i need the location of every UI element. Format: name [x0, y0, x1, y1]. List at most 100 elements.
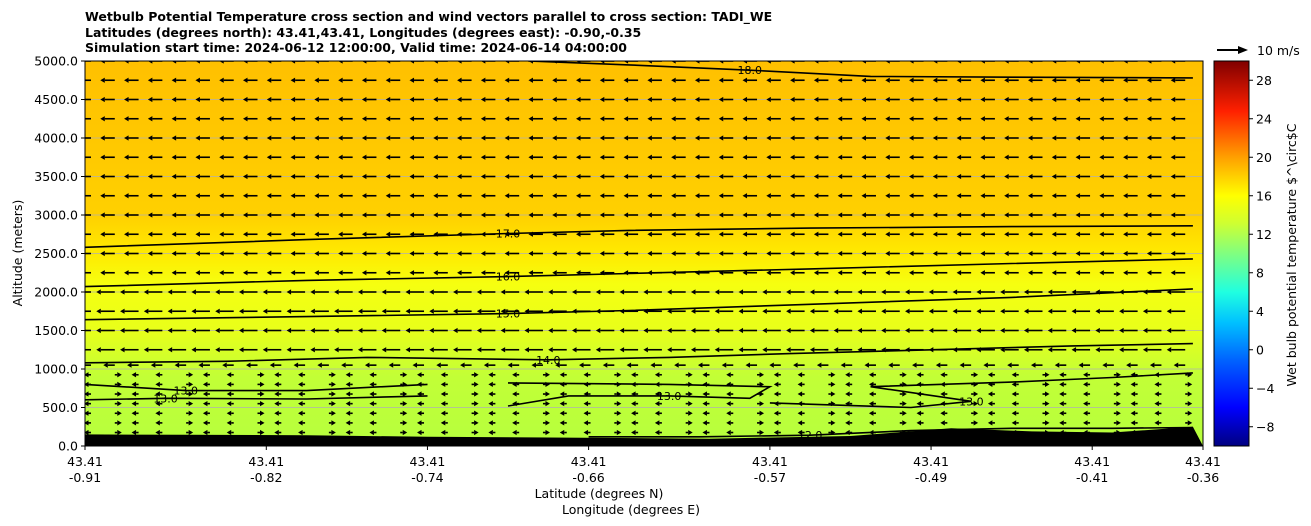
wind-vector-head-276	[1059, 381, 1064, 387]
wind-vector-head-708	[147, 212, 153, 218]
wind-vector-head-682	[647, 231, 652, 237]
wind-vector-head-71	[654, 420, 660, 426]
wind-vector-head-916	[623, 135, 629, 141]
wind-vector-head-539	[595, 289, 601, 295]
wind-vector-head-655	[1123, 250, 1128, 257]
wind-vector-head-102	[274, 410, 279, 416]
wind-vector-head-4	[188, 429, 194, 436]
wind-vector-head-934	[1051, 135, 1057, 141]
wind-vector-head-145	[188, 401, 194, 407]
wind-vector-head-1043	[290, 77, 296, 83]
wind-vector-head-416	[1023, 347, 1029, 353]
wind-vector-head-945	[195, 116, 200, 122]
wind-vector-head-1031	[1123, 96, 1128, 103]
wind-vector-head-121	[726, 410, 731, 416]
wind-vector-head-719	[409, 212, 415, 218]
wind-vector-head-970	[790, 116, 795, 122]
x-tick-lon-7: -0.36	[1187, 470, 1219, 485]
wind-vector-head-908	[433, 135, 438, 141]
wind-vector-head-220	[845, 391, 850, 397]
wind-vector-head-289	[260, 372, 265, 378]
wind-vector-head-226	[987, 391, 993, 397]
wind-vector-head-548	[809, 289, 815, 295]
wind-vector-head-754	[124, 193, 129, 199]
wind-vector-head-663	[195, 231, 200, 237]
wind-vector-head-201	[402, 391, 408, 397]
wind-vector-head-890	[1123, 154, 1128, 160]
wind-vector-head-1074	[1027, 77, 1033, 83]
cbar-tick-label-4: 8	[1256, 265, 1264, 280]
wind-vector-head-788	[932, 193, 938, 199]
wind-vector-head-524	[239, 289, 244, 295]
wind-vector-head-648	[956, 250, 962, 257]
wind-vector-head-848	[124, 154, 129, 160]
wind-vector-head-392	[453, 347, 458, 353]
wind-vector-head-714	[290, 212, 296, 218]
wind-vector-head-337	[269, 362, 275, 368]
wind-vector-head-303	[583, 372, 589, 378]
wind-vector-head-728	[623, 212, 629, 218]
wind-vector-head-519	[120, 289, 125, 295]
wind-vector-head-853	[243, 154, 248, 160]
wind-vector-head-350	[579, 362, 584, 368]
wind-vector-head-77	[797, 420, 803, 426]
wind-vector-head-609	[1146, 270, 1152, 276]
wind-vector-head-24	[654, 429, 660, 436]
wind-vector-head-208	[559, 391, 565, 397]
wind-vector-head-779	[718, 193, 724, 199]
wind-vector-head-470	[73, 309, 78, 314]
wind-vector-head-988	[100, 96, 105, 103]
wind-vector-head-221	[868, 391, 874, 397]
wind-vector-head-636	[671, 250, 676, 257]
wind-vector-head-760	[266, 193, 272, 199]
wind-vector-head-730	[671, 212, 676, 218]
wind-vector-head-722	[480, 212, 486, 218]
wind-vector-head-968	[742, 116, 748, 122]
wind-vector-head-442	[524, 327, 529, 334]
wind-vector-head-85	[987, 420, 993, 426]
wind-vector-head-863	[480, 154, 486, 160]
wind-vector-head-520	[143, 289, 149, 295]
wind-vector-head-773	[576, 193, 581, 199]
wind-vector-head-1088	[243, 61, 248, 64]
wind-vector-head-369	[1030, 362, 1036, 368]
wind-vector-head-1005	[504, 96, 510, 103]
wind-vector-head-358	[769, 362, 774, 368]
wind-vector-head-702	[1123, 231, 1128, 237]
wind-vector-head-389	[381, 347, 387, 353]
wind-vector-head-883	[956, 154, 962, 160]
wind-vector-head-115	[583, 410, 589, 416]
wind-vector-head-578	[409, 270, 415, 276]
wind-vector-head-541	[643, 289, 648, 295]
wind-vector-head-466	[1095, 327, 1100, 334]
wind-vector-head-1121	[1027, 61, 1033, 64]
wind-vector-head-388	[357, 347, 363, 353]
wind-vector-head-1090	[290, 61, 296, 64]
wind-vector-head-1014	[718, 96, 724, 103]
wind-vector-head-1066	[837, 77, 843, 83]
wind-vector-head-770	[504, 193, 510, 199]
wind-vector-head-872	[694, 154, 700, 160]
wind-vector-head-335	[222, 362, 227, 368]
wind-vector-head-1125	[1123, 61, 1128, 64]
wind-vector-head-950	[314, 116, 319, 122]
wind-vector-head-802	[147, 173, 153, 180]
wind-vector-head-441	[500, 327, 506, 334]
wind-vector-head-15	[440, 429, 446, 436]
wind-vector-head-744	[1004, 212, 1009, 218]
wind-vector-head-387	[334, 347, 339, 353]
wind-vector-head-61	[417, 420, 422, 426]
x-axis-ticks: 43.41-0.9143.41-0.8243.41-0.7443.41-0.66…	[67, 446, 1221, 485]
wind-vector-head-1109	[742, 61, 748, 64]
wind-vector-head-605	[1051, 270, 1057, 276]
wind-vector-head-495	[667, 308, 672, 314]
wind-vector-head-151	[331, 401, 336, 407]
wind-vector-head-47	[85, 420, 89, 426]
wind-vector-head-214	[702, 391, 707, 397]
wind-vector-head-783	[813, 193, 819, 199]
wind-vector-head-856	[314, 154, 319, 160]
wind-vector-head-17	[488, 429, 493, 436]
x-tick-lat-0: 43.41	[67, 454, 103, 469]
wind-vector-head-1104	[623, 61, 629, 64]
wind-vector-head-906	[385, 135, 391, 141]
